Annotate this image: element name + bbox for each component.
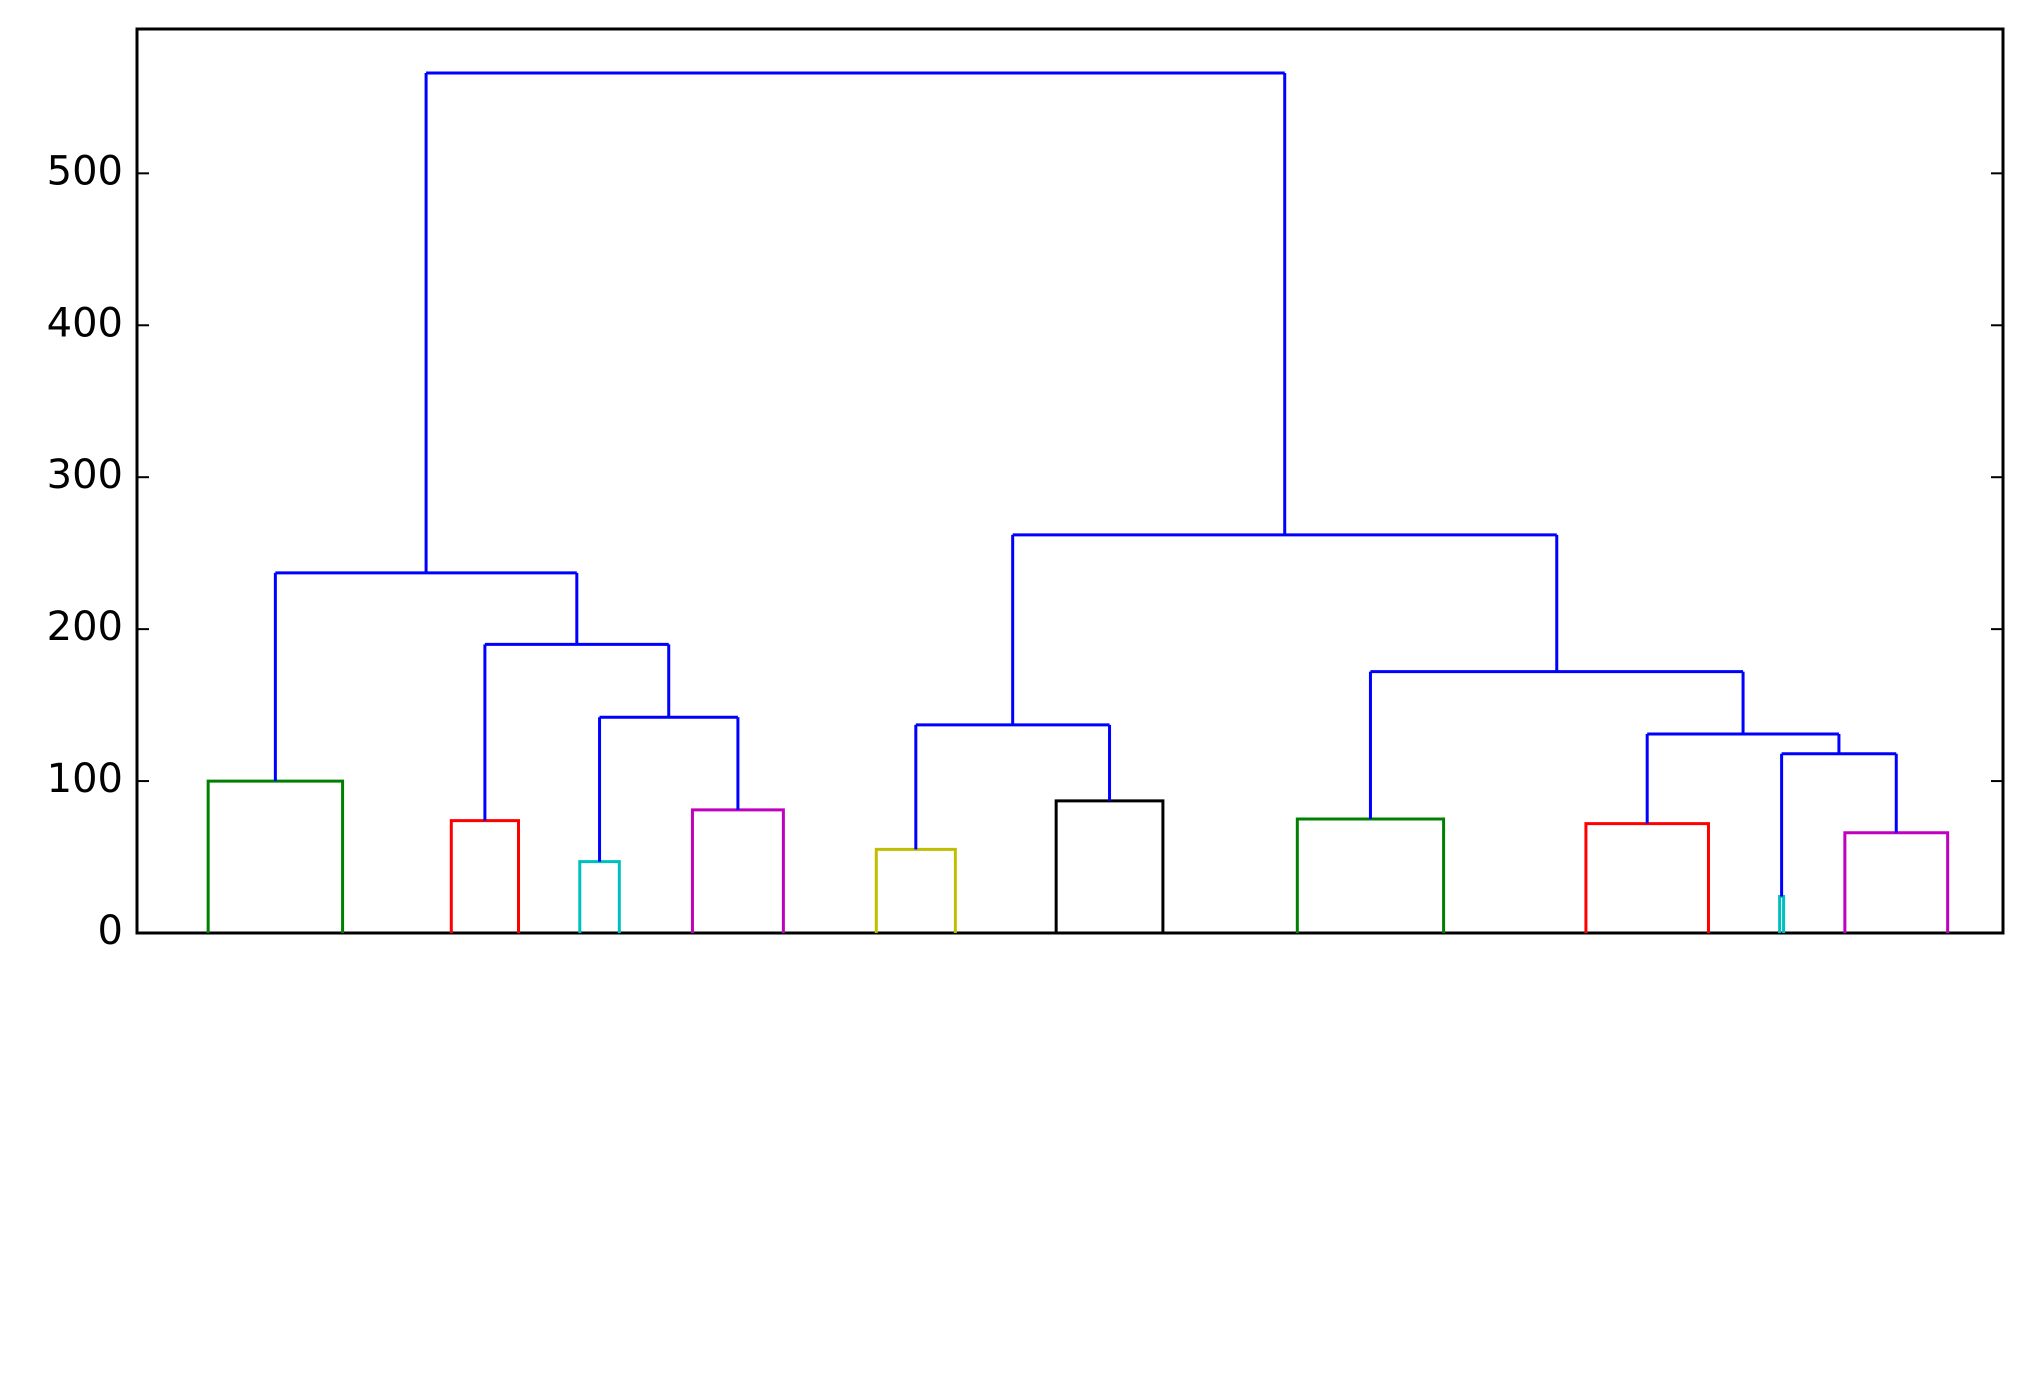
cluster-link <box>1778 895 1786 933</box>
y-tick-label: 400 <box>47 300 123 346</box>
y-tick-label: 500 <box>47 148 123 194</box>
y-tick-label: 200 <box>47 604 123 650</box>
cluster-link <box>206 779 345 933</box>
y-tick-label: 0 <box>98 908 123 954</box>
cluster-link <box>1843 831 1950 933</box>
y-tick-label: 300 <box>47 452 123 498</box>
cluster-link <box>449 819 521 933</box>
y-tick-label: 100 <box>47 756 123 802</box>
cluster-link <box>1054 799 1165 933</box>
plot-frame <box>135 27 2005 935</box>
cluster-link <box>874 847 957 933</box>
cluster-link <box>690 808 785 933</box>
cluster-link <box>578 860 621 933</box>
cluster-link <box>1584 822 1710 933</box>
cluster-link <box>1295 817 1446 933</box>
